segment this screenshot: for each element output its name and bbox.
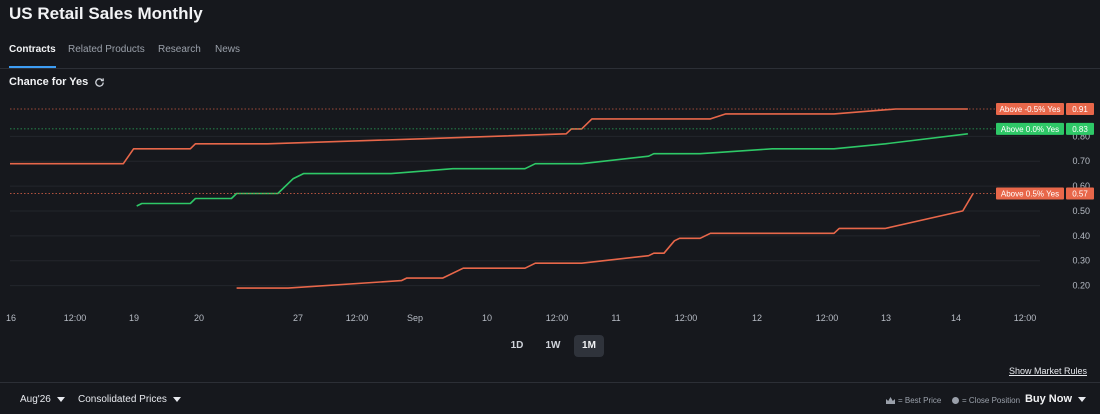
x-tick-label: 12:00 — [346, 313, 369, 323]
tab-news[interactable]: News — [215, 44, 241, 55]
page-title: US Retail Sales Monthly — [9, 4, 203, 23]
x-tick-label: 12 — [752, 313, 762, 323]
series-value-box — [1066, 187, 1094, 200]
bottom-bar: Aug'26 Consolidated Prices = Best Price … — [0, 382, 1100, 414]
circle-icon — [952, 397, 959, 404]
range-1m-button[interactable]: 1M — [574, 335, 604, 357]
x-tick-label: 14 — [951, 313, 961, 323]
x-tick-label: 12:00 — [546, 313, 569, 323]
x-tick-label: 12:00 — [816, 313, 839, 323]
y-tick-label: 0.80 — [1072, 131, 1090, 141]
probability-chart: 0.20 0.30 0.40 0.50 0.60 0.70 0.80 16 12:00 19 20 2… — [6, 102, 1094, 323]
price-select[interactable]: Consolidated Prices — [78, 394, 181, 405]
series-label-box — [996, 187, 1064, 200]
series-value-label: 0.83 — [1072, 125, 1088, 134]
x-tick-label: 12:00 — [1014, 313, 1037, 323]
tab-related-products[interactable]: Related Products — [68, 44, 145, 55]
y-tick-label: 0.50 — [1072, 206, 1090, 216]
x-tick-label: 20 — [194, 313, 204, 323]
legend-close-position-label: = Close Position — [962, 396, 1021, 405]
series-name-label: Above 0.0% Yes — [1001, 125, 1059, 134]
legend-close-position: = Close Position — [952, 396, 1020, 405]
show-market-rules-link[interactable]: Show Market Rules — [1008, 366, 1087, 376]
chevron-down-icon — [172, 397, 181, 402]
chevron-down-icon — [56, 397, 65, 402]
series-line — [136, 133, 968, 207]
x-tick-label: 12:00 — [675, 313, 698, 323]
x-tick-label: 19 — [129, 313, 139, 323]
tab-bar: Contracts Related Products Research News — [0, 44, 1100, 69]
contract-select-value: Aug'26 — [20, 394, 51, 405]
crown-icon — [886, 397, 895, 404]
x-tick-label: 13 — [881, 313, 891, 323]
chance-for-yes-label: Chance for Yes — [9, 76, 89, 88]
range-1w-button[interactable]: 1W — [545, 340, 561, 351]
refresh-icon[interactable] — [94, 77, 105, 88]
chevron-down-icon — [1078, 396, 1086, 402]
x-tick-label: 10 — [482, 313, 492, 323]
x-tick-label: 11 — [611, 313, 620, 323]
series-line — [10, 108, 968, 165]
contract-select[interactable]: Aug'26 — [20, 394, 65, 405]
buy-now-button[interactable]: Buy Now — [1025, 393, 1086, 405]
y-tick-label: 0.20 — [1072, 281, 1090, 291]
tab-contracts[interactable]: Contracts — [9, 44, 56, 68]
y-tick-label: 0.40 — [1072, 231, 1090, 241]
series-line — [236, 193, 974, 289]
y-tick-label: 0.60 — [1072, 181, 1090, 191]
series-value-label: 0.91 — [1072, 105, 1088, 114]
y-tick-label: 0.70 — [1072, 156, 1090, 166]
series-value-box — [1066, 102, 1094, 115]
tab-research[interactable]: Research — [158, 44, 201, 55]
legend-best-price: = Best Price — [886, 396, 941, 405]
x-tick-label: Sep — [407, 313, 423, 323]
legend-best-price-label: = Best Price — [898, 396, 942, 405]
series-label-box — [996, 122, 1064, 135]
x-tick-label: 12:00 — [64, 313, 87, 323]
y-tick-label: 0.30 — [1072, 256, 1090, 266]
price-select-value: Consolidated Prices — [78, 394, 167, 405]
series-value-label: 0.57 — [1072, 190, 1088, 199]
series-name-label: Above -0.5% Yes — [1000, 105, 1061, 114]
series-label-box — [996, 102, 1064, 115]
range-1d-button[interactable]: 1D — [510, 340, 524, 351]
x-tick-label: 27 — [293, 313, 303, 323]
series-name-label: Above 0.5% Yes — [1001, 190, 1059, 199]
x-tick-label: 16 — [6, 313, 16, 323]
buy-now-label: Buy Now — [1024, 393, 1072, 405]
chart-header: Chance for Yes — [9, 76, 105, 88]
series-value-box — [1066, 122, 1094, 135]
